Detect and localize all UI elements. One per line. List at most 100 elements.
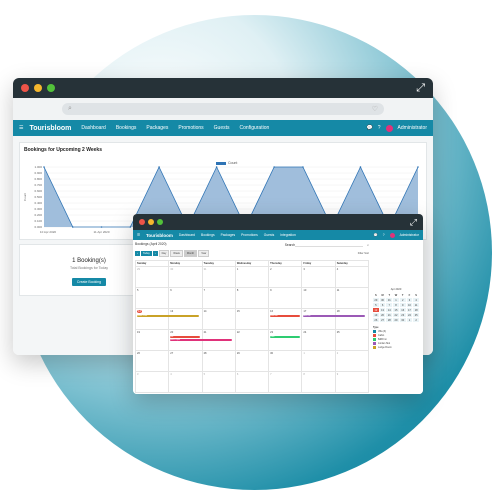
mini-day[interactable]: 23 — [399, 313, 406, 317]
day-cell[interactable]: 6 — [169, 288, 203, 309]
user-name[interactable]: Administrator — [397, 125, 427, 131]
data-point[interactable] — [71, 226, 74, 228]
day-cell[interactable]: 4 — [335, 267, 369, 288]
mini-day[interactable]: 28 — [386, 318, 393, 322]
mini-day[interactable]: 20 — [379, 313, 386, 317]
nav-item-dashboard[interactable]: Dashboard — [178, 233, 196, 237]
mini-day[interactable]: 15 — [393, 308, 399, 312]
day-cell[interactable]: 15 — [235, 309, 270, 330]
menu-icon[interactable]: ☰ — [137, 233, 140, 237]
chat-icon[interactable]: 💬 — [373, 233, 378, 237]
view-year-button[interactable]: Year — [198, 250, 210, 257]
mini-day[interactable]: 3 — [406, 298, 413, 302]
data-point[interactable] — [43, 166, 45, 168]
data-point[interactable] — [158, 166, 160, 168]
day-cell[interactable]: 12 Jordan Patel — [136, 309, 199, 330]
booking-event[interactable]: Lee — [170, 336, 200, 339]
data-point[interactable] — [215, 166, 218, 168]
day-cell[interactable]: 9 — [269, 288, 303, 309]
search-input[interactable] — [295, 242, 364, 247]
day-cell[interactable]: 6 — [235, 372, 270, 393]
menu-icon[interactable]: ☰ — [19, 125, 24, 131]
mini-day[interactable]: 29 — [373, 298, 379, 302]
data-point[interactable] — [129, 226, 132, 228]
day-cell[interactable]: 5 — [136, 288, 170, 309]
booking-type-item[interactable]: B&B Inn — [373, 338, 419, 341]
data-point[interactable] — [417, 166, 419, 168]
nav-item-bookings[interactable]: Bookings — [115, 125, 137, 131]
maximize-dot[interactable] — [157, 219, 163, 225]
chart-legend[interactable]: Count — [216, 161, 237, 165]
app-brand[interactable]: Tourisbloom — [29, 124, 72, 132]
day-cell[interactable]: 29 — [235, 351, 270, 372]
mini-day[interactable]: 4 — [413, 298, 419, 302]
nav-item-integration[interactable]: Integration — [280, 233, 296, 237]
mini-day[interactable]: 13 — [379, 308, 386, 312]
day-cell[interactable]: 2 — [335, 351, 369, 372]
mini-day[interactable]: 6 — [379, 303, 386, 307]
expand-icon[interactable]: ⤢ — [416, 81, 425, 94]
mini-day[interactable]: 18 — [413, 308, 419, 312]
user-name[interactable]: Administrator — [399, 233, 419, 237]
day-cell[interactable]: 8 — [302, 372, 336, 393]
mini-day[interactable]: 5 — [373, 303, 379, 307]
create-booking-button[interactable]: Create Booking — [71, 278, 107, 286]
mini-day[interactable]: 24 — [406, 313, 413, 317]
day-cell[interactable]: 19 — [136, 330, 170, 351]
day-cell[interactable]: 7 — [269, 372, 303, 393]
booking-event[interactable]: Alex Kim — [303, 315, 366, 318]
bookmark-icon[interactable]: ♡ — [371, 106, 378, 113]
day-cell[interactable]: 4 — [169, 372, 203, 393]
mini-day[interactable]: 9 — [399, 303, 406, 307]
mini-day[interactable]: 19 — [373, 313, 379, 317]
day-cell[interactable]: 18 — [335, 309, 369, 330]
help-icon[interactable]: ? — [382, 233, 385, 237]
avatar[interactable] — [385, 124, 393, 132]
day-cell[interactable]: 16 Sam Doe — [269, 309, 303, 330]
mini-day[interactable]: 30 — [379, 298, 386, 302]
day-cell[interactable]: 17 Alex Kim — [302, 309, 366, 330]
mini-day[interactable]: 21 — [386, 313, 393, 317]
day-cell[interactable]: 28 — [202, 351, 236, 372]
mini-day[interactable]: 1 — [393, 298, 399, 302]
booking-event[interactable]: Chen — [270, 336, 300, 339]
nav-item-bookings[interactable]: Bookings — [201, 233, 215, 237]
mini-day[interactable]: 1 — [406, 318, 413, 322]
view-month-button[interactable]: Month — [183, 250, 198, 257]
day-cell[interactable]: 5 — [202, 372, 236, 393]
minimize-dot[interactable] — [34, 84, 42, 92]
day-cell[interactable]: 13 — [169, 309, 203, 330]
nav-item-packages[interactable]: Packages — [220, 233, 236, 237]
day-cell[interactable]: 25 — [335, 330, 369, 351]
day-cell[interactable]: 20 Lee Maria Lopez — [169, 330, 233, 351]
app-brand[interactable]: Tourisbloom — [145, 232, 173, 238]
nav-item-configuration[interactable]: Configuration — [239, 125, 270, 131]
mini-day[interactable]: 11 — [413, 303, 419, 307]
day-cell[interactable]: 11 — [335, 288, 369, 309]
nav-item-promotions[interactable]: Promotions — [241, 233, 258, 237]
booking-type-item[interactable]: Villa (3) — [373, 330, 419, 333]
expand-icon[interactable]: ⤢ — [409, 216, 417, 227]
day-cell[interactable]: 27 — [169, 351, 203, 372]
nav-item-packages[interactable]: Packages — [146, 125, 169, 131]
booking-event[interactable]: Maria Lopez — [170, 339, 233, 342]
search-icon[interactable]: ⌕ — [367, 242, 369, 247]
data-point[interactable] — [359, 166, 362, 168]
day-cell[interactable]: 3 — [136, 372, 170, 393]
day-cell[interactable]: 3 — [302, 267, 336, 288]
day-cell[interactable]: 14 — [202, 309, 236, 330]
mini-day[interactable]: 29 — [393, 318, 399, 322]
day-cell[interactable]: 8 — [235, 288, 270, 309]
mini-day[interactable]: 31 — [386, 298, 393, 302]
booking-event[interactable]: Sam Doe — [270, 315, 300, 318]
day-cell[interactable]: 21 — [202, 330, 236, 351]
data-point[interactable] — [302, 166, 304, 168]
day-cell[interactable]: 24 — [302, 330, 336, 351]
day-cell[interactable]: 26 — [136, 351, 170, 372]
day-cell[interactable]: 29 — [136, 267, 170, 288]
view-week-button[interactable]: Week — [170, 250, 183, 257]
help-icon[interactable]: ? — [377, 125, 381, 131]
day-cell[interactable]: 1 — [235, 267, 270, 288]
mini-day[interactable]: 12 — [373, 308, 379, 312]
data-point[interactable] — [273, 166, 275, 168]
